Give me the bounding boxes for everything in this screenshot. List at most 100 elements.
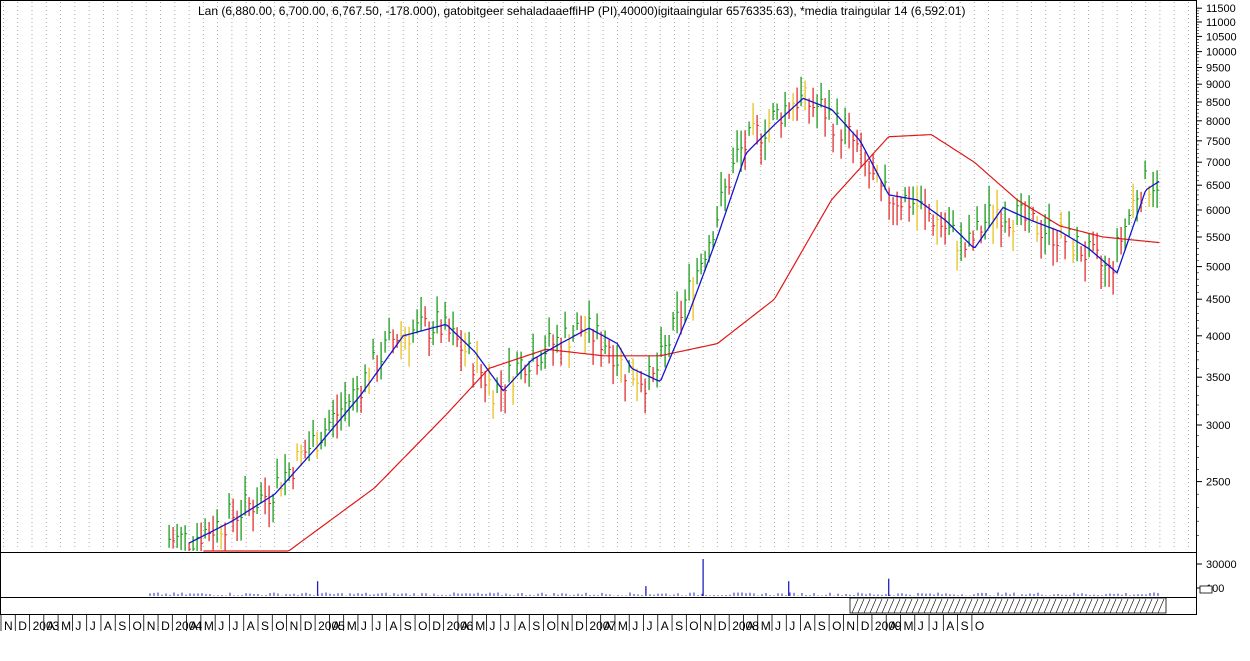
x-tick-label: D [718, 619, 727, 633]
y-tick-label: 3000 [1206, 420, 1230, 432]
hatch-stroke [935, 598, 943, 614]
hatch-stroke [1151, 598, 1159, 614]
y-tick-label: 11500 [1206, 3, 1236, 15]
x-tick-label: J [789, 619, 795, 633]
y-tick-label: 6500 [1206, 180, 1230, 192]
x-tick-label: A [332, 619, 340, 633]
x-tick-label: N [290, 619, 299, 633]
x-tick-label: D [161, 619, 170, 633]
y-tick-label: 8000 [1206, 116, 1230, 128]
x-tick-label: S [261, 619, 269, 633]
hatch-stroke [1145, 598, 1153, 614]
x-tick-label: N [147, 619, 156, 633]
hatch-stroke [1025, 598, 1033, 614]
x-tick-label: A [104, 619, 112, 633]
y-tick-label: 10000 [1206, 47, 1237, 59]
hatch-stroke [959, 598, 967, 614]
x-tick-label: A [247, 619, 255, 633]
y-tick-label: 7000 [1206, 157, 1230, 169]
x-tick-label: A [190, 619, 198, 633]
hatch-stroke [1037, 598, 1045, 614]
x-tick-label: 2009 [875, 619, 902, 633]
x-tick-label: N [704, 619, 713, 633]
x-tick-label: J [218, 619, 224, 633]
x-tick-label: 2008 [732, 619, 759, 633]
chart-title: Lan (6,880.00, 6,700.00, 6,767.50, -178.… [198, 4, 965, 18]
x-tick-label: O [275, 619, 284, 633]
y-tick-label: 4000 [1206, 331, 1230, 343]
y-tick-label: 5500 [1206, 232, 1230, 244]
x-tick-label: M [347, 619, 357, 633]
y-tick-label: 4500 [1206, 294, 1230, 306]
volume-panel-frame [0, 552, 1197, 598]
x-tick-label: A [661, 619, 669, 633]
x-tick-label: S [118, 619, 126, 633]
x-tick-label: J [232, 619, 238, 633]
x-tick-label: A [47, 619, 55, 633]
hatch-stroke [1097, 598, 1105, 614]
ma-long-line [203, 134, 1160, 552]
ma-short-line [188, 97, 1160, 544]
hatch-stroke [1079, 598, 1087, 614]
hatch-stroke [905, 598, 913, 614]
x-tick-label: J [504, 619, 510, 633]
y-tick-label: 10500 [1206, 31, 1237, 43]
hatch-stroke [917, 598, 925, 614]
hatch-stroke [875, 598, 883, 614]
x-tick-label: 2006 [447, 619, 474, 633]
x-tick-label: D [304, 619, 313, 633]
x-tick-label: O [689, 619, 698, 633]
y-tick-label: 6000 [1206, 205, 1230, 217]
hatch-stroke [899, 598, 907, 614]
hatch-stroke [1043, 598, 1051, 614]
x-tick-label: N [846, 619, 855, 633]
x-tick-label: O [133, 619, 142, 633]
hatch-stroke [881, 598, 889, 614]
x-tick-label: M [475, 619, 485, 633]
x-tick-label: O [418, 619, 427, 633]
x-tick-label: 2003 [33, 619, 60, 633]
x-tick-label: J [632, 619, 638, 633]
x-tick-label: A [946, 619, 954, 633]
hatch-stroke [911, 598, 919, 614]
hatch-stroke [1073, 598, 1081, 614]
y-tick-label: 7500 [1206, 136, 1230, 148]
volume-tick-label: 30000 [1206, 559, 1237, 571]
x-tick-label: S [532, 619, 540, 633]
hatch-stroke [1019, 598, 1027, 614]
x-tick-label: J [775, 619, 781, 633]
hatch-stroke [977, 598, 985, 614]
hatch-stroke [1031, 598, 1039, 614]
x-tick-label: J [361, 619, 367, 633]
hatch-stroke [971, 598, 979, 614]
x-tick-label: O [832, 619, 841, 633]
hatch-stroke [893, 598, 901, 614]
hatch-stroke [1085, 598, 1093, 614]
x-tick-label: M [904, 619, 914, 633]
hatch-stroke [863, 598, 871, 614]
x-tick-label: M [61, 619, 71, 633]
x-tick-label: D [18, 619, 27, 633]
hatch-stroke [923, 598, 931, 614]
x-tick-label: M [761, 619, 771, 633]
hatch-stroke [1061, 598, 1069, 614]
x-tick-label: M [618, 619, 628, 633]
x-tick-label: N [4, 619, 13, 633]
hatch-stroke [1001, 598, 1009, 614]
hatch-stroke [857, 598, 865, 614]
x-tick-label: 2005 [318, 619, 345, 633]
hatch-stroke [1121, 598, 1129, 614]
x-tick-label: S [404, 619, 412, 633]
y-tick-label: 5000 [1206, 262, 1230, 274]
y-tick-label: 9500 [1206, 63, 1230, 75]
x-tick-label: N [561, 619, 570, 633]
hatch-stroke [851, 598, 859, 614]
hatch-stroke [1109, 598, 1117, 614]
hatch-stroke [941, 598, 949, 614]
x-tick-label: O [547, 619, 556, 633]
hatch-stroke [1067, 598, 1075, 614]
x-tick-label: A [390, 619, 398, 633]
hatch-stroke [887, 598, 895, 614]
x-tick-label: J [489, 619, 495, 633]
hatch-stroke [983, 598, 991, 614]
